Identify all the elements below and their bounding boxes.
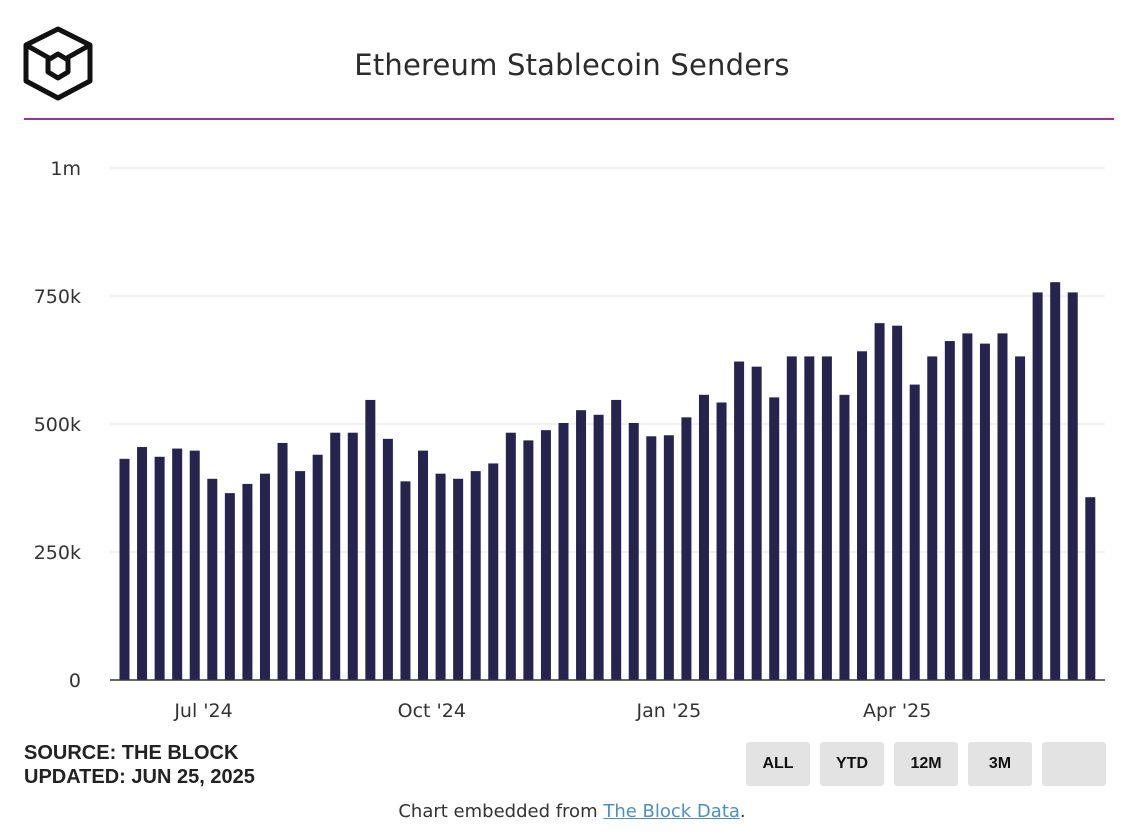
bar <box>821 356 832 680</box>
bar <box>1015 356 1026 680</box>
bar <box>611 399 622 680</box>
bar <box>716 402 727 680</box>
bar <box>453 478 464 680</box>
bar <box>295 471 306 680</box>
bar <box>189 450 200 680</box>
source-info: SOURCE: THE BLOCK UPDATED: JUN 25, 2025 <box>24 741 255 789</box>
embed-prefix: Chart embedded from <box>398 801 604 822</box>
range-selector: ALL YTD 12M 3M <box>746 742 1106 786</box>
bar <box>979 343 990 680</box>
bar <box>698 394 709 680</box>
bar <box>400 481 411 680</box>
range-3m-button[interactable]: 3M <box>968 742 1032 786</box>
range-blank-button[interactable] <box>1042 742 1106 786</box>
y-tick-label: 750k <box>34 286 81 308</box>
bar <box>523 440 534 680</box>
bar <box>154 456 165 680</box>
bar <box>119 458 130 680</box>
bar <box>576 410 587 680</box>
y-tick-label: 250k <box>34 542 81 564</box>
updated-line: UPDATED: JUN 25, 2025 <box>24 766 255 788</box>
bar <box>857 351 868 680</box>
bar <box>172 448 183 680</box>
x-tick-label: Apr '25 <box>863 700 931 722</box>
bar <box>1067 292 1078 680</box>
the-block-data-link[interactable]: The Block Data <box>603 801 740 822</box>
bar <box>628 422 639 680</box>
bar <box>330 432 341 680</box>
bar <box>224 493 235 680</box>
bar <box>593 414 604 680</box>
bar <box>892 325 903 680</box>
bar <box>558 422 569 680</box>
bar <box>488 463 499 680</box>
x-tick-label: Oct '24 <box>398 700 466 722</box>
chart-title: Ethereum Stablecoin Senders <box>354 48 790 82</box>
bar <box>786 356 797 680</box>
bar <box>769 397 780 680</box>
x-tick-label: Jan '25 <box>635 700 701 722</box>
bar <box>382 438 393 680</box>
bar <box>734 361 745 680</box>
bar <box>1032 292 1043 680</box>
bar <box>259 473 270 680</box>
bar <box>435 473 446 680</box>
embed-note: Chart embedded from The Block Data. <box>0 801 1144 822</box>
bar <box>751 366 762 680</box>
embed-suffix: . <box>739 801 746 822</box>
bar <box>909 384 920 680</box>
bar <box>962 333 973 680</box>
bar <box>242 483 253 680</box>
bar <box>365 399 376 680</box>
bar <box>540 430 551 680</box>
bar <box>681 417 692 680</box>
range-12m-button[interactable]: 12M <box>894 742 958 786</box>
x-tick-label: Jul '24 <box>173 700 232 722</box>
title-divider <box>24 118 1114 120</box>
bar <box>839 394 850 680</box>
bar <box>505 432 516 680</box>
bar <box>944 341 955 680</box>
source-line: SOURCE: THE BLOCK <box>24 742 239 764</box>
bar <box>277 442 288 680</box>
bar <box>1050 282 1061 680</box>
bar <box>804 356 815 680</box>
bar <box>347 432 358 680</box>
bar <box>997 333 1008 680</box>
bar <box>874 323 885 680</box>
bar <box>418 450 429 680</box>
bar <box>470 471 481 680</box>
y-tick-label: 1m <box>50 158 81 180</box>
bar <box>927 356 938 680</box>
bar <box>646 436 657 680</box>
range-all-button[interactable]: ALL <box>746 742 810 786</box>
bar <box>207 478 218 680</box>
bar <box>137 447 148 680</box>
y-tick-label: 500k <box>34 414 81 436</box>
range-ytd-button[interactable]: YTD <box>820 742 884 786</box>
bar <box>312 454 323 680</box>
bar <box>663 435 674 680</box>
y-tick-label: 0 <box>69 670 81 692</box>
bar <box>1085 497 1096 680</box>
the-block-logo-icon <box>23 26 93 101</box>
